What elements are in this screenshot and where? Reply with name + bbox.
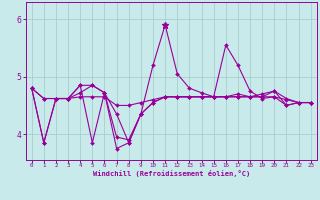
X-axis label: Windchill (Refroidissement éolien,°C): Windchill (Refroidissement éolien,°C) <box>92 170 250 177</box>
